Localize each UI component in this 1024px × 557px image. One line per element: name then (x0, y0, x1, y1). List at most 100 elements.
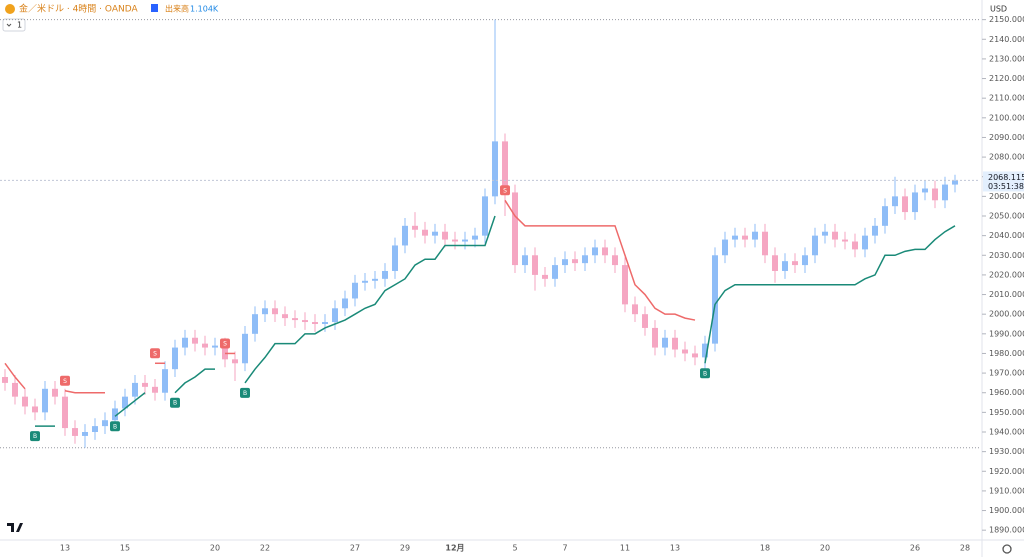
candle-body (382, 270, 388, 279)
candle-body (792, 261, 798, 266)
x-tick-label: 5 (512, 544, 517, 553)
candle-body (852, 241, 858, 250)
y-tick-label: 1890.000 (989, 526, 1024, 535)
candle-body (212, 345, 218, 348)
y-tick-label: 1930.000 (989, 447, 1024, 456)
candle-body (942, 184, 948, 201)
candle-body (832, 231, 838, 240)
candle-body (232, 359, 238, 364)
x-tick-label: 11 (620, 544, 630, 553)
y-tick-label: 2090.000 (989, 133, 1024, 142)
candle-body (372, 278, 378, 281)
candle-body (322, 322, 328, 324)
candle-body (2, 377, 8, 383)
candle-body (742, 235, 748, 240)
candle-body (242, 333, 248, 364)
candle-body (672, 337, 678, 350)
x-tick-label: 13 (60, 544, 70, 553)
candle-body (402, 225, 408, 246)
candle-body (442, 231, 448, 240)
y-tick-label: 2130.000 (989, 54, 1024, 63)
candle-body (142, 382, 148, 387)
candle-body (332, 308, 338, 323)
candle-body (872, 225, 878, 236)
candle-body (102, 420, 108, 427)
volume-label: 出来高 (165, 4, 189, 14)
candle-body (502, 141, 508, 193)
candle-body (562, 259, 568, 266)
signal-text: B (33, 433, 37, 440)
y-tick-label: 1990.000 (989, 329, 1024, 338)
candle-body (62, 396, 68, 429)
candle-body (292, 318, 298, 321)
candle-body (592, 247, 598, 256)
y-tick-label: 2050.000 (989, 212, 1024, 221)
candle-body (922, 188, 928, 193)
indicator-toggle[interactable] (2, 18, 26, 32)
symbol-title: 金／米ドル · 4時間 · OANDA (19, 3, 138, 15)
tv-logo (7, 523, 23, 532)
candle-body (752, 231, 758, 240)
settings-button[interactable] (1002, 544, 1012, 554)
candle-body (612, 255, 618, 266)
y-tick-label: 2080.000 (989, 153, 1024, 162)
candle-body (952, 180, 958, 185)
supertrend-line (244, 215, 496, 384)
y-tick-label: 2010.000 (989, 290, 1024, 299)
candle-body (132, 382, 138, 397)
y-tick-label: 1950.000 (989, 408, 1024, 417)
signal-label (700, 368, 710, 379)
x-tick-label: 22 (260, 544, 270, 553)
x-tick-label: 26 (910, 544, 920, 553)
candle-body (712, 255, 718, 344)
candle-body (532, 255, 538, 275)
signal-text: B (113, 423, 117, 430)
candle-body (692, 353, 698, 358)
candle-body (632, 304, 638, 315)
y-tick-label: 1900.000 (989, 506, 1024, 515)
x-tick-label: 28 (960, 544, 970, 553)
candle-body (842, 239, 848, 242)
x-tick-label: 15 (120, 544, 130, 553)
candle-body (412, 225, 418, 230)
y-tick-label: 2040.000 (989, 231, 1024, 240)
supertrend-line (704, 225, 956, 364)
candle-body (172, 347, 178, 370)
candle-body (552, 265, 558, 279)
logo-shape (7, 523, 23, 532)
x-tick-label: 7 (562, 544, 567, 553)
candle-body (302, 320, 308, 323)
candle-body (812, 235, 818, 256)
candle-body (82, 432, 88, 436)
candle-body (12, 382, 18, 397)
candle-body (622, 265, 628, 305)
candle-body (282, 314, 288, 319)
y-tick-label: 2110.000 (989, 94, 1024, 103)
x-tick-label: 13 (670, 544, 680, 553)
signal-label (240, 387, 250, 398)
candle-body (822, 231, 828, 236)
candle-body (702, 343, 708, 358)
supertrend-line (4, 362, 26, 390)
x-tick-label: 27 (350, 544, 360, 553)
candle-body (602, 247, 608, 256)
candle-body (32, 406, 38, 413)
candle-body (722, 239, 728, 256)
candle-body (162, 369, 168, 393)
candle-body (152, 386, 158, 393)
signal-text: B (703, 370, 707, 377)
candle-body (422, 229, 428, 236)
signal-label (500, 185, 510, 196)
candle-body (572, 259, 578, 264)
x-tick-label: 18 (760, 544, 770, 553)
candle-body (462, 239, 468, 242)
candle-body (772, 255, 778, 271)
x-tick-label: 20 (820, 544, 830, 553)
x-tick-label: 29 (400, 544, 410, 553)
candle-body (192, 337, 198, 344)
signal-text: S (223, 340, 227, 347)
signal-text: B (243, 390, 247, 397)
candle-body (42, 388, 48, 413)
